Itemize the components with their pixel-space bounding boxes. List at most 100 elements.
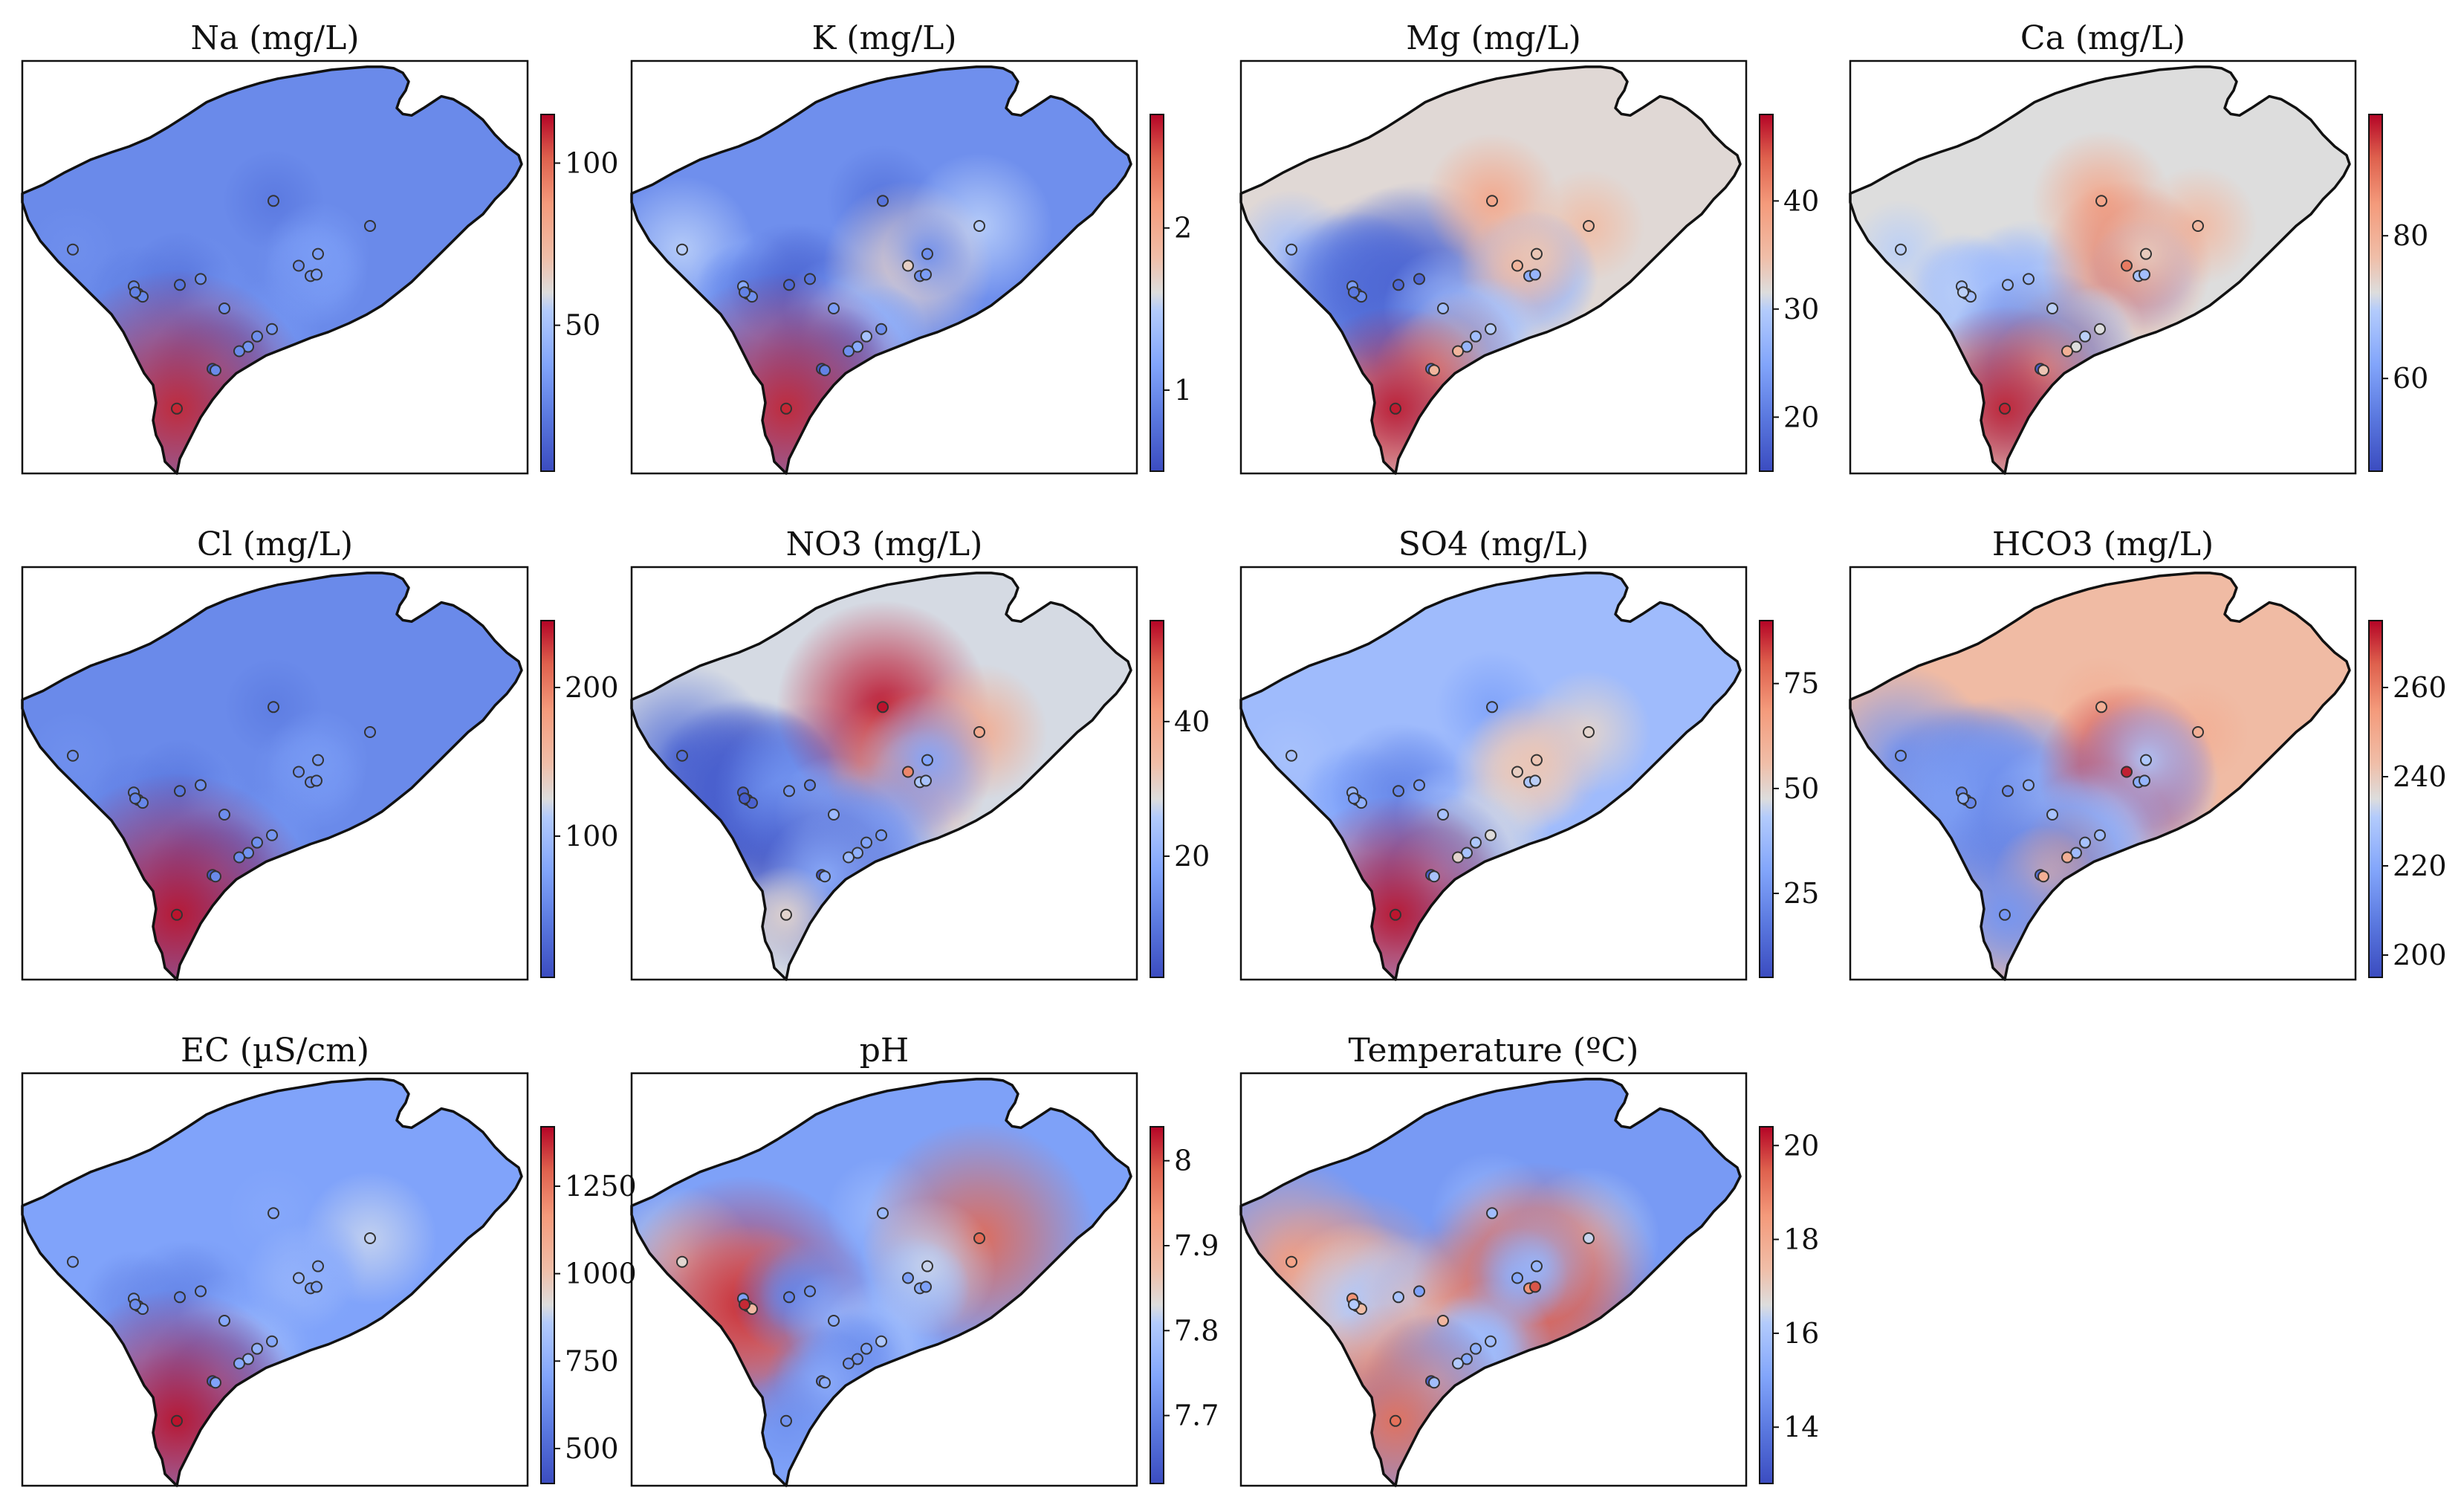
sampling-site-marker — [819, 1376, 831, 1389]
sampling-site-marker — [819, 870, 831, 883]
sampling-site-marker — [902, 1272, 914, 1284]
colorbar-frame — [1759, 620, 1774, 978]
sampling-site-marker — [804, 779, 816, 792]
sampling-site-marker — [1485, 1335, 1497, 1347]
sampling-site-marker — [233, 1357, 245, 1370]
colorbar-tick-label: 200 — [2393, 939, 2447, 971]
sampling-site-marker — [1413, 273, 1425, 285]
sampling-site-marker — [251, 330, 263, 343]
panel-title: Ca (mg/L) — [2020, 19, 2185, 57]
region-boundary — [21, 572, 523, 981]
sampling-site-marker — [364, 220, 376, 232]
sampling-site-marker — [312, 1260, 324, 1272]
sampling-site-marker — [920, 1281, 932, 1293]
sampling-site-marker — [218, 1315, 230, 1327]
sampling-site-marker — [828, 302, 840, 314]
sampling-site-marker — [1957, 792, 1969, 805]
sampling-site-marker — [973, 726, 985, 738]
sampling-site-marker — [2002, 279, 2014, 291]
sampling-site-marker — [819, 364, 831, 377]
sampling-site-marker — [1452, 851, 1464, 864]
region-boundary — [1239, 572, 1742, 981]
sampling-site-marker — [973, 1232, 985, 1244]
sampling-site-marker — [902, 766, 914, 778]
interpolated-field — [1241, 572, 1740, 980]
colorbar-frame — [2368, 114, 2383, 472]
sampling-site-marker — [251, 836, 263, 849]
axes-frame — [630, 59, 1138, 475]
panel-ec-s-cm: EC (µS/cm) 500 750 1000 1250 — [21, 1032, 637, 1487]
sampling-site-marker — [195, 273, 207, 285]
panel-title: HCO3 (mg/L) — [1992, 525, 2214, 563]
sampling-site-marker — [171, 1414, 183, 1427]
panel-title: Temperature (ºC) — [1349, 1032, 1639, 1070]
panel-title: SO4 (mg/L) — [1398, 525, 1589, 563]
colorbar-tick-label: 1250 — [565, 1170, 637, 1203]
sampling-site-marker — [1437, 809, 1449, 821]
region-boundary — [630, 572, 1132, 981]
interpolated-field — [22, 1078, 522, 1486]
sampling-site-marker — [2002, 785, 2014, 797]
sampling-site-marker — [67, 1255, 79, 1268]
colorbar-tick-label: 50 — [565, 309, 600, 342]
colorbar — [1760, 114, 1773, 471]
panel-title: pH — [860, 1032, 910, 1070]
sampling-site-marker — [780, 402, 792, 415]
sampling-site-marker — [266, 1335, 278, 1347]
sampling-site-marker — [268, 701, 279, 714]
sampling-site-marker — [1485, 323, 1497, 335]
sampling-site-marker — [2061, 345, 2073, 357]
sampling-site-marker — [2095, 195, 2107, 207]
sampling-site-marker — [973, 220, 985, 232]
colorbar-tick-label: 2 — [1174, 212, 1192, 245]
colorbar-tick-label: 200 — [565, 671, 619, 704]
sampling-site-marker — [1428, 870, 1440, 883]
sampling-site-marker — [1390, 1414, 1401, 1427]
sampling-site-marker — [174, 785, 186, 797]
sampling-site-marker — [1529, 774, 1541, 787]
sampling-site-marker — [1511, 766, 1523, 778]
sampling-site-marker — [2121, 766, 2133, 778]
sampling-site-marker — [2192, 726, 2204, 738]
colorbar-tick-label: 20 — [1783, 401, 1819, 433]
sampling-site-marker — [1286, 1255, 1297, 1268]
sampling-site-marker — [1428, 1376, 1440, 1389]
colorbar — [541, 1127, 554, 1484]
sampling-site-marker — [1895, 243, 1907, 256]
sampling-site-marker — [2046, 809, 2058, 821]
colorbar-frame — [540, 114, 555, 472]
sampling-site-marker — [860, 330, 872, 343]
sampling-site-marker — [739, 792, 750, 805]
region-boundary — [1239, 65, 1742, 475]
colorbar-frame — [1759, 114, 1774, 472]
region-boundary — [1849, 65, 2351, 475]
sampling-site-marker — [1390, 908, 1401, 921]
sampling-site-marker — [251, 1342, 263, 1355]
sampling-site-marker — [804, 273, 816, 285]
sampling-site-marker — [1470, 836, 1482, 849]
panel-so4-mg-l: SO4 (mg/L) 25 50 75 — [1239, 525, 1819, 981]
sampling-site-marker — [920, 268, 932, 281]
interpolated-field — [1850, 572, 2350, 980]
interpolated-field — [22, 66, 522, 473]
sampling-site-marker — [1529, 1281, 1541, 1293]
colorbar-tick-label: 20 — [1174, 840, 1210, 873]
colorbar-tick-label: 75 — [1783, 667, 1819, 700]
sampling-site-marker — [828, 809, 840, 821]
sampling-site-marker — [311, 1281, 322, 1293]
sampling-site-marker — [1393, 279, 1404, 291]
sampling-site-marker — [920, 774, 932, 787]
panel-na-mg-l: Na (mg/L) 50 100 — [21, 19, 619, 475]
sampling-site-marker — [828, 1315, 840, 1327]
sampling-site-marker — [266, 323, 278, 335]
sampling-site-marker — [174, 1291, 186, 1304]
colorbar-tick-label: 25 — [1783, 877, 1819, 910]
colorbar — [1150, 621, 1164, 977]
sampling-site-marker — [921, 1260, 933, 1272]
sampling-site-marker — [1452, 345, 1464, 357]
sampling-site-marker — [67, 749, 79, 762]
sampling-site-marker — [877, 1207, 889, 1220]
panel-temperature-c: Temperature (ºC) 14 16 18 20 — [1239, 1032, 1819, 1487]
sampling-site-marker — [1470, 330, 1482, 343]
